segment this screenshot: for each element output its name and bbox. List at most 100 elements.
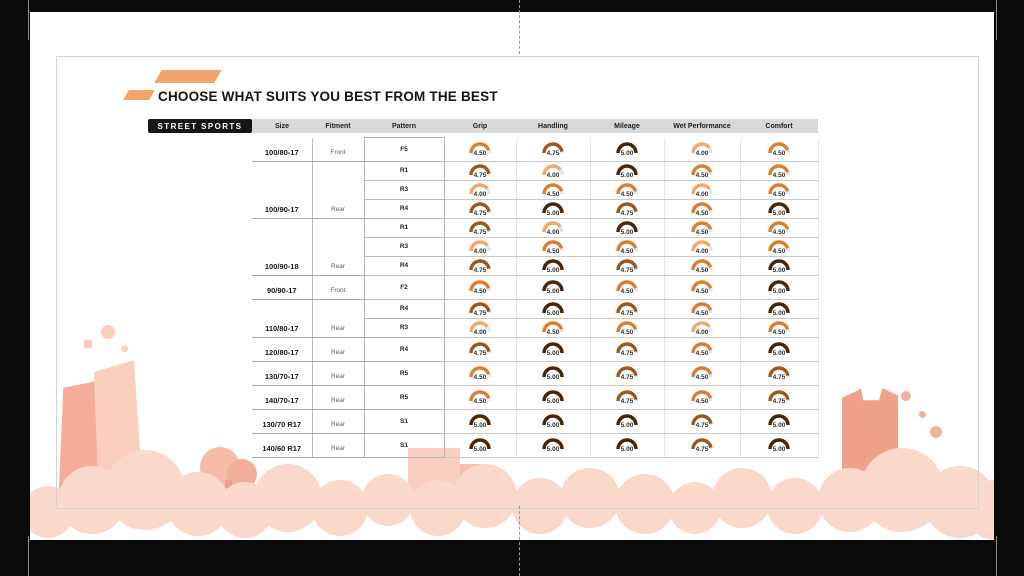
gauge-arc-icon xyxy=(768,240,790,251)
cloud-shape xyxy=(362,474,414,526)
gauge-arc-icon xyxy=(542,240,564,251)
rating-gauge: 4.75 xyxy=(445,300,516,318)
rating-gauge: 5.00 xyxy=(517,364,590,382)
gauge-arc-icon xyxy=(469,280,491,292)
rating-cell: 5.00 xyxy=(515,337,590,362)
gauge-arc-icon xyxy=(542,342,564,354)
rating-value: 4.50 xyxy=(695,398,709,406)
size-cell: 130/70-17 xyxy=(252,361,312,386)
rating-value: 4.75 xyxy=(620,374,634,382)
fitment-cell: Rear xyxy=(311,337,364,362)
rating-cell: 4.75 xyxy=(739,361,819,386)
table-row: R4 4.75 5.00 4.75 4.50 5.00 xyxy=(252,255,819,276)
gauge-arc-icon xyxy=(691,342,713,354)
fitment-cell: Rear xyxy=(311,218,364,276)
rating-value: 4.75 xyxy=(546,150,560,158)
gauge-arc-icon xyxy=(691,164,713,175)
rating-gauge: 4.50 xyxy=(741,238,818,256)
rating-value: 5.00 xyxy=(546,309,560,317)
rating-gauge: 4.50 xyxy=(665,257,740,275)
gauge-arc-icon xyxy=(469,240,491,251)
rating-cell: 4.50 xyxy=(739,161,819,181)
gauge-arc-icon xyxy=(616,202,638,213)
table-row: 140/60 R17 Rear S1 5.00 5.00 5.00 4.75 5.00 xyxy=(252,432,819,458)
gauge-arc-icon xyxy=(469,183,491,194)
rating-cell: 5.00 xyxy=(515,199,590,219)
ratings-table: Size Fitment Pattern Grip Handling Mileage Wet… xyxy=(252,119,819,458)
gauge-arc-icon xyxy=(768,366,790,378)
fitment-cell: Rear xyxy=(311,361,364,386)
cloud-shape xyxy=(560,468,620,528)
gauge-arc-icon xyxy=(691,321,713,332)
gauge-arc-icon xyxy=(616,414,638,426)
rating-cell: 4.50 xyxy=(443,275,516,300)
category-badge: STREET SPORTS xyxy=(148,119,252,133)
rating-value: 4.00 xyxy=(473,247,487,255)
background-decorations xyxy=(30,12,994,540)
rating-cell: 5.00 xyxy=(589,218,664,238)
table-row: 130/70 R17 Rear S1 5.00 5.00 5.00 4.75 5.00 xyxy=(252,408,819,434)
rating-value: 4.75 xyxy=(772,398,786,406)
rating-cell: 5.00 xyxy=(589,409,664,434)
rating-cell: 4.50 xyxy=(663,218,740,238)
page: CHOOSE WHAT SUITS YOU BEST FROM THE BEST… xyxy=(30,12,994,540)
rating-cell: 5.00 xyxy=(739,199,819,219)
rating-value: 4.50 xyxy=(546,190,560,198)
rating-gauge: 5.00 xyxy=(591,140,664,158)
gauge-arc-icon xyxy=(691,240,713,251)
rating-cell: 5.00 xyxy=(515,433,590,458)
column-header-mileage: Mileage xyxy=(590,119,664,133)
dot-shape xyxy=(120,344,128,352)
rating-gauge: 5.00 xyxy=(741,412,818,430)
gauge-arc-icon xyxy=(542,438,564,450)
rating-gauge: 5.00 xyxy=(591,436,664,454)
rating-gauge: 5.00 xyxy=(591,219,664,237)
table-row: 100/80-17 Front F5 4.50 4.75 5.00 4.00 4.50 xyxy=(252,137,819,162)
rating-cell: 4.75 xyxy=(443,161,516,181)
gauge-arc-icon xyxy=(616,321,638,332)
rating-cell: 4.50 xyxy=(663,299,740,319)
rating-cell: 5.00 xyxy=(515,409,590,434)
rating-cell: 5.00 xyxy=(589,161,664,181)
rating-cell: 4.75 xyxy=(663,409,740,434)
rating-value: 4.00 xyxy=(695,328,709,336)
rating-gauge: 4.75 xyxy=(591,300,664,318)
rating-cell: 4.00 xyxy=(443,180,516,200)
pattern-cell: R3 xyxy=(363,179,445,200)
rating-gauge: 5.00 xyxy=(591,412,664,430)
gauge-arc-icon xyxy=(469,438,491,450)
rating-value: 5.00 xyxy=(772,288,786,296)
cloud-shape xyxy=(254,464,322,532)
rating-value: 5.00 xyxy=(620,150,634,158)
rating-cell: 5.00 xyxy=(739,299,819,319)
dot-shape xyxy=(901,391,911,401)
rating-value: 5.00 xyxy=(772,446,786,454)
pattern-cell: R4 xyxy=(363,336,445,362)
rating-cell: 4.50 xyxy=(443,385,516,410)
rating-gauge: 4.00 xyxy=(665,181,740,199)
rating-cell: 4.75 xyxy=(589,299,664,319)
pattern-cell: R5 xyxy=(363,360,445,386)
rating-gauge: 4.50 xyxy=(665,162,740,180)
rating-gauge: 4.00 xyxy=(665,238,740,256)
gauge-arc-icon xyxy=(542,164,564,175)
rating-gauge: 4.50 xyxy=(665,388,740,406)
rating-gauge: 4.50 xyxy=(665,278,740,296)
rating-cell: 4.75 xyxy=(515,137,590,162)
rating-cell: 4.00 xyxy=(515,218,590,238)
rating-value: 4.50 xyxy=(772,171,786,179)
gauge-arc-icon xyxy=(691,280,713,292)
gauge-arc-icon xyxy=(691,366,713,378)
gauge-arc-icon xyxy=(616,221,638,232)
rating-value: 5.00 xyxy=(546,350,560,358)
rating-cell: 5.00 xyxy=(739,256,819,276)
size-cell: 100/90-18 xyxy=(252,218,312,276)
rating-value: 4.75 xyxy=(473,171,487,179)
rating-cell: 4.75 xyxy=(443,256,516,276)
size-cell: 120/80-17 xyxy=(252,337,312,362)
rating-gauge: 4.75 xyxy=(591,364,664,382)
pattern-cell: R5 xyxy=(363,384,445,410)
rating-gauge: 4.75 xyxy=(741,388,818,406)
rating-value: 4.50 xyxy=(695,209,709,217)
